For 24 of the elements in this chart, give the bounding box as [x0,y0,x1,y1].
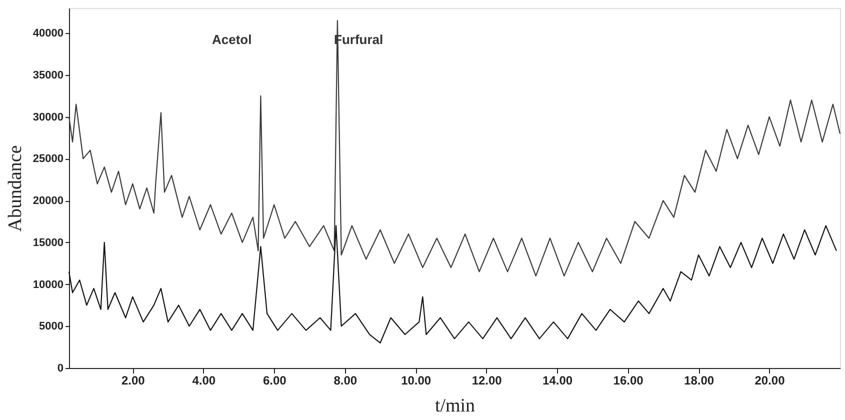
x-tick-label: 10.00 [401,374,432,388]
x-tick-label: 14.00 [542,374,573,388]
x-tick-label: 18.00 [684,374,714,388]
line-series [68,20,841,276]
y-tick-label: 20000 [32,195,64,208]
x-tick-label: 2.00 [121,374,146,388]
x-tick-label: 8.00 [334,374,358,388]
x-tick-label: 20.00 [754,374,786,388]
x-tick-label: 16.00 [613,374,644,388]
y-axis-title: Abundance [4,145,26,232]
y-tick-label: 10000 [32,278,64,291]
annotation: Acetol [212,32,252,47]
x-tick-label: 12.00 [472,374,502,388]
line-series [68,225,838,344]
y-tick-label: 35000 [32,69,64,82]
y-tick-label: 15000 [32,236,64,249]
y-tick-label: 30000 [32,111,64,124]
x-tick-label: 6.00 [262,374,287,388]
x-tick-label: 4.00 [192,374,216,388]
y-tick-label: 5000 [39,320,64,333]
x-axis-title: t/min [434,396,476,416]
y-tick-label: 0 [57,362,64,374]
y-tick-label: 25000 [32,153,64,166]
y-tick-label: 40000 [32,28,64,40]
